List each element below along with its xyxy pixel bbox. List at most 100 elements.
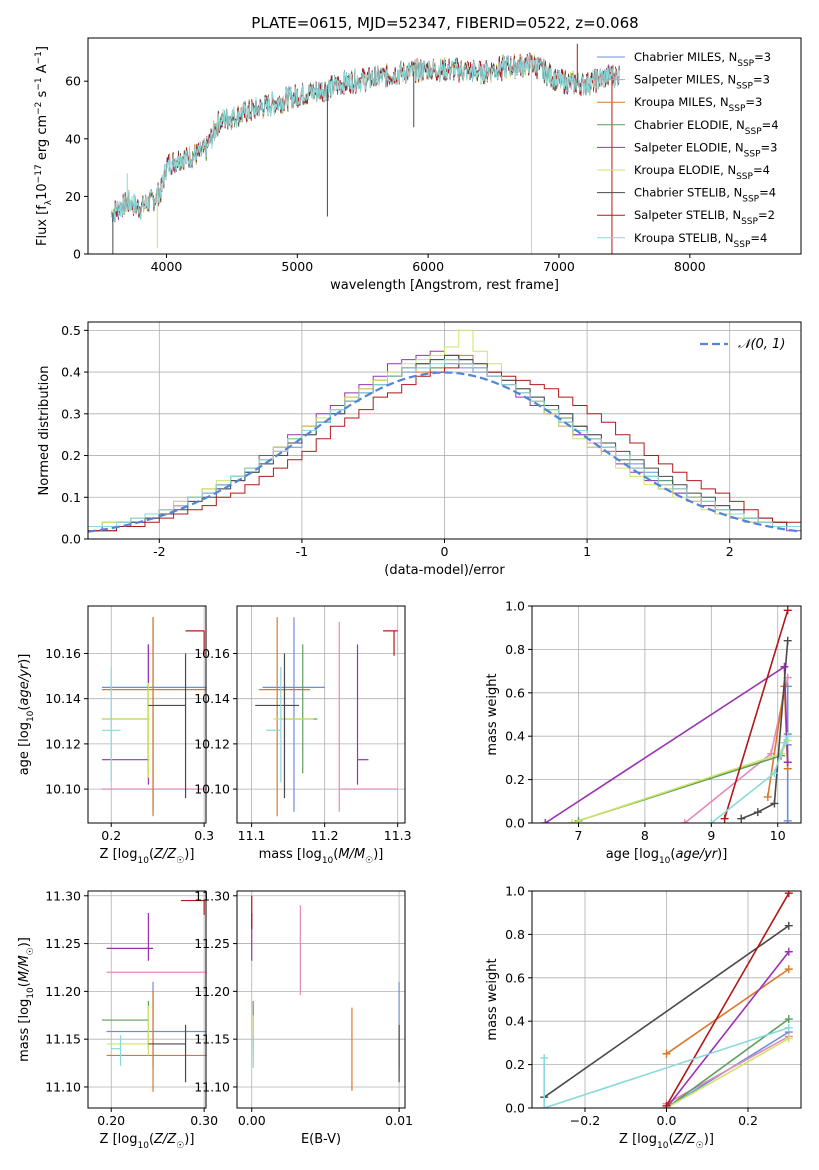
y-tick-label: 11.10 bbox=[45, 1079, 81, 1094]
panel-4: 11.1 11.2 11.3 10.10 10.12 10.14 10.16 mass [lo… bbox=[194, 605, 412, 866]
x-tick-label: 0.00 bbox=[238, 1113, 266, 1128]
legend-sub: SSP bbox=[744, 149, 761, 159]
y-tick-label: 0.3 bbox=[61, 406, 81, 421]
mass-weight-line bbox=[665, 892, 790, 1107]
y-tick-label: 10.10 bbox=[194, 782, 230, 797]
y-tick-label: 60 bbox=[65, 74, 81, 89]
label-part: −2 bbox=[34, 102, 44, 115]
panel-1: 4000 5000 6000 7000 8000 0 20 40 60 Chabrier MILE… bbox=[34, 37, 802, 293]
label-part: Flux [f bbox=[35, 205, 50, 246]
axes-border bbox=[531, 605, 802, 824]
mass-weight-line bbox=[723, 610, 789, 819]
label-part: mass weight bbox=[485, 673, 500, 755]
label-part: 10 bbox=[35, 183, 50, 200]
x-tick-label: 0.20 bbox=[97, 1113, 125, 1128]
y-tick-label: 10.16 bbox=[45, 646, 81, 661]
y-axis-label: mass weight bbox=[485, 673, 500, 755]
axes-border bbox=[87, 37, 802, 255]
y-tick-label: 10.12 bbox=[194, 736, 230, 751]
mass-weight-line bbox=[543, 1026, 790, 1108]
legend-label: Kroupa STELIB, NSSP=4 bbox=[634, 231, 767, 250]
y-tick-label: 0.2 bbox=[61, 448, 81, 463]
label-part: E(B-V) bbox=[301, 1132, 341, 1147]
axes-frame: 0.20 0.30 11.10 11.15 11.20 11.25 11.30 bbox=[45, 888, 218, 1128]
spectrum-line bbox=[111, 54, 620, 223]
label-part: ( bbox=[670, 847, 675, 862]
label-part: 10 bbox=[322, 856, 334, 866]
plot-area bbox=[541, 606, 792, 823]
legend-text: Salpeter ELODIE, N bbox=[634, 140, 744, 154]
mass-weight-line bbox=[666, 1037, 790, 1108]
mass-weight-marker bbox=[784, 1015, 793, 1024]
label-part: −1 bbox=[34, 51, 44, 64]
label-part: −1 bbox=[34, 77, 44, 90]
x-axis-label: age [log10(age/yr)] bbox=[606, 847, 728, 866]
mass-weight-line bbox=[666, 1035, 790, 1105]
legend-text: Salpeter MILES, N bbox=[634, 73, 736, 87]
axes-frame: −0.2 0.0 0.2 0.0 0.2 0.4 0.6 0.8 1.0 bbox=[505, 884, 802, 1128]
y-tick-label: 0.8 bbox=[505, 927, 525, 942]
label-part: )] bbox=[717, 847, 727, 862]
legend-tail: =4 bbox=[750, 231, 767, 245]
x-tick-label: 10 bbox=[770, 828, 786, 843]
y-tick-label: 11.20 bbox=[45, 984, 81, 999]
panel-7: 0.00 0.01 11.10 11.15 11.20 11.25 11.30 E(B-V) bbox=[194, 888, 413, 1147]
y-tick-label: 11.20 bbox=[194, 984, 230, 999]
x-tick-label: 11.1 bbox=[238, 828, 266, 843]
y-tick-label: 40 bbox=[65, 131, 81, 146]
label-part: 10 bbox=[26, 987, 36, 999]
x-tick-label: 11.3 bbox=[384, 828, 412, 843]
plot-area bbox=[255, 617, 398, 817]
y-tick-label: 10.10 bbox=[45, 782, 81, 797]
y-tick-label: 0.4 bbox=[505, 1014, 525, 1029]
label-part: ☉ bbox=[176, 1141, 184, 1151]
legend-tail: =4 bbox=[753, 163, 770, 177]
legend-tail: =3 bbox=[761, 140, 778, 154]
mass-weight-line bbox=[740, 640, 789, 820]
label-part: ( bbox=[17, 706, 32, 711]
label-part: ☉ bbox=[365, 856, 373, 866]
label-part: mass weight bbox=[485, 958, 500, 1040]
label-part: 10 bbox=[137, 1141, 149, 1151]
label-part: )] bbox=[184, 1132, 194, 1147]
legend-label: Salpeter ELODIE, NSSP=3 bbox=[634, 140, 777, 159]
mass-weight-marker bbox=[662, 1101, 671, 1108]
label-part: )] bbox=[17, 937, 32, 947]
mass-weight-marker bbox=[680, 819, 689, 823]
label-part: 10 bbox=[659, 856, 671, 866]
label-part: λ bbox=[44, 199, 54, 205]
label-part: age/yr bbox=[675, 847, 718, 862]
x-tick-label: 5000 bbox=[281, 259, 313, 274]
x-axis-label: Z [log10(Z/Z☉)] bbox=[100, 847, 195, 866]
x-tick-label: 9 bbox=[707, 828, 715, 843]
axes-border bbox=[236, 890, 406, 1109]
legend-sub: SSP bbox=[736, 172, 753, 182]
axes-frame: 0.00 0.01 11.10 11.15 11.20 11.25 11.30 bbox=[194, 888, 413, 1128]
label-part: )] bbox=[704, 1132, 714, 1147]
x-tick-label: 1 bbox=[583, 544, 591, 559]
mass-weight-marker bbox=[540, 1054, 549, 1063]
x-tick-label: -1 bbox=[296, 544, 308, 559]
axes-frame: 11.1 11.2 11.3 10.10 10.12 10.14 10.16 bbox=[194, 605, 412, 843]
label-part: 10 bbox=[657, 1141, 669, 1151]
label-part: 10 bbox=[26, 710, 36, 722]
label-part: Z [log bbox=[100, 1132, 138, 1147]
x-tick-label: 0.30 bbox=[190, 1113, 218, 1128]
histogram-step bbox=[88, 359, 801, 539]
label-part: age/yr bbox=[17, 662, 32, 705]
legend-tail: =3 bbox=[753, 73, 770, 87]
label-part: Z/Z bbox=[673, 1132, 697, 1147]
mass-weight-line bbox=[666, 968, 790, 1055]
x-tick-label: 6000 bbox=[412, 259, 444, 274]
legend-tail: =4 bbox=[762, 118, 779, 132]
y-tick-label: 0.6 bbox=[505, 970, 525, 985]
legend-sub: SSP bbox=[742, 195, 759, 205]
legend-sub: SSP bbox=[737, 59, 754, 69]
y-axis-label: Flux [fλ10−17 erg cm−2 s−1 A−1] bbox=[34, 46, 54, 246]
plot-area bbox=[88, 329, 801, 539]
mass-weight-line bbox=[544, 665, 789, 823]
x-tick-label: −0.2 bbox=[570, 1113, 600, 1128]
x-tick-label: 8 bbox=[641, 828, 649, 843]
legend-sub: SSP bbox=[734, 240, 751, 250]
